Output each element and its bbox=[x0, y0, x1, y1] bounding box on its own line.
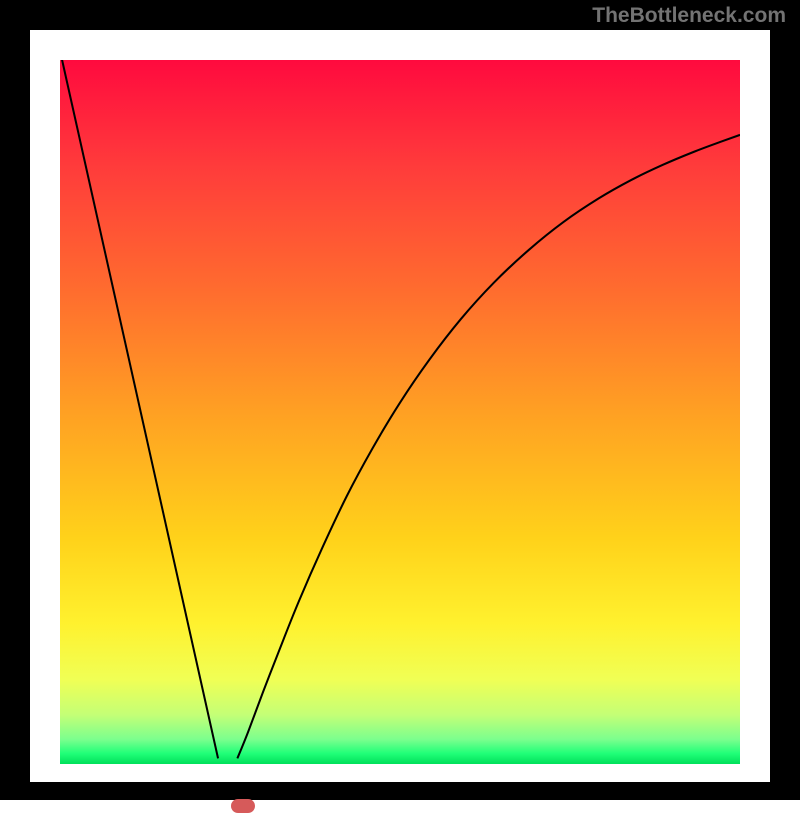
optimal-marker bbox=[231, 799, 255, 813]
watermark-text: TheBottleneck.com bbox=[592, 4, 786, 28]
plot-area bbox=[60, 60, 740, 764]
chart-frame bbox=[0, 0, 800, 800]
gradient-background bbox=[60, 60, 740, 764]
plot-svg bbox=[60, 60, 740, 764]
